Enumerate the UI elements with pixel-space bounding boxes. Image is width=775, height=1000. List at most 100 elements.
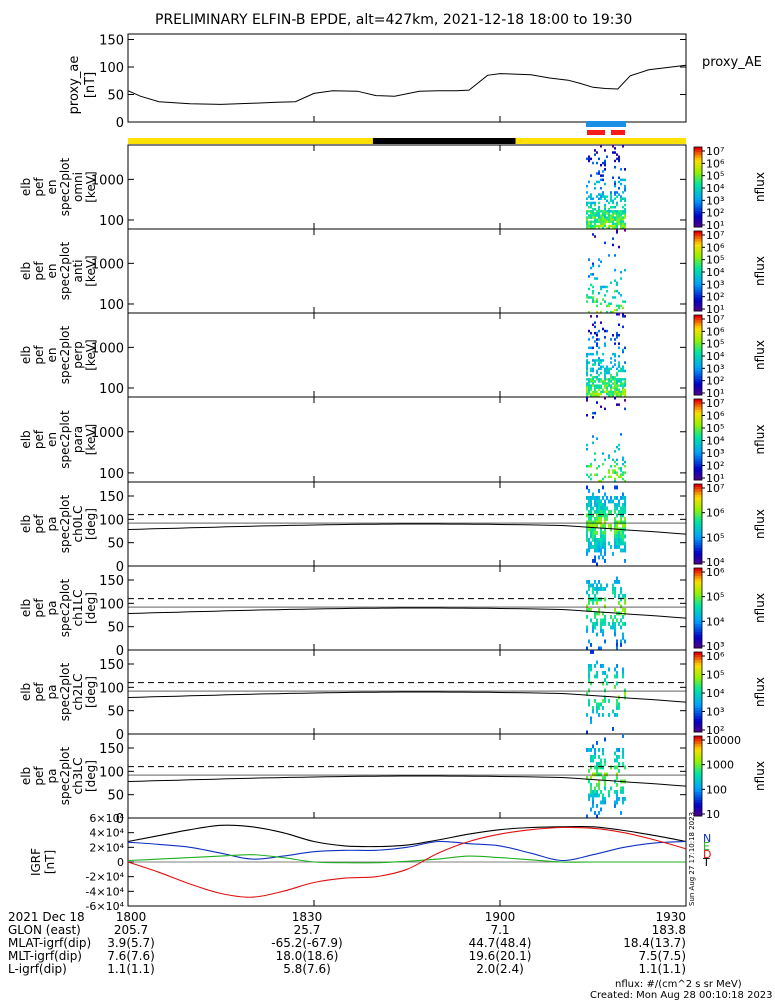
spec-pixel xyxy=(608,456,610,459)
spec-pixel xyxy=(604,597,606,602)
spec-pixel xyxy=(592,336,594,339)
spec-pixel xyxy=(614,758,616,763)
colorbar-segment xyxy=(694,155,702,159)
colorbar-segment xyxy=(694,271,702,275)
colorbar-segment xyxy=(694,221,702,225)
spec-pixel xyxy=(604,688,606,693)
colorbar-segment xyxy=(694,404,702,408)
spec-pixel xyxy=(612,382,614,385)
spec-pixel xyxy=(604,212,606,215)
spec-pixel xyxy=(592,208,594,211)
spec-pixel xyxy=(624,184,626,188)
spec-pixel xyxy=(598,292,600,295)
spec-pixel xyxy=(614,226,616,230)
spec-pixel xyxy=(588,608,590,612)
colorbar-segment xyxy=(694,754,702,758)
spec-pixel xyxy=(614,471,616,474)
spec-pixel xyxy=(616,384,618,387)
spec-pixel xyxy=(624,545,626,549)
spec-pixel xyxy=(618,346,620,350)
spec-pixel xyxy=(602,222,604,226)
spec-pixel xyxy=(594,517,596,521)
spec-pixel xyxy=(610,367,612,371)
spec-pixel xyxy=(592,376,594,379)
spec-pixel xyxy=(604,475,606,479)
spec-pixel xyxy=(586,388,588,392)
spec-pixel xyxy=(616,201,618,205)
spec-pixel xyxy=(622,218,624,221)
spec-pixel xyxy=(606,195,608,198)
colorbar-segment xyxy=(694,652,702,656)
colorbar-segment xyxy=(694,384,702,388)
colorbar-segment xyxy=(694,417,702,422)
spec-pixel xyxy=(624,382,626,385)
spec-pixel xyxy=(594,208,596,211)
spec-pixel xyxy=(590,273,592,276)
spec-pixel xyxy=(616,503,618,507)
spec-pixel xyxy=(614,376,616,379)
spec-pixel xyxy=(596,709,598,714)
spec-ytick-label: 1000 xyxy=(91,341,124,356)
spec-pixel xyxy=(622,365,624,368)
spec-pixel xyxy=(590,531,592,535)
colorbar-segment xyxy=(694,578,702,582)
spec-pixel xyxy=(616,506,618,511)
spec-pixel xyxy=(624,178,626,182)
spec-pixel xyxy=(598,180,600,184)
burst-bar xyxy=(611,130,625,135)
spec-pixel xyxy=(624,601,626,605)
spec-pixel xyxy=(588,224,590,228)
spec-pixel xyxy=(588,258,590,261)
spec-pixel xyxy=(602,477,604,481)
spec-pixel xyxy=(600,216,602,219)
spec-pixel xyxy=(602,510,604,514)
spec-pixel xyxy=(622,212,624,215)
spec-pixel xyxy=(588,601,590,605)
spec-pixel xyxy=(586,748,588,752)
spec-pixel xyxy=(592,224,594,228)
orbit-bar-sun xyxy=(128,138,373,144)
spec-pixel xyxy=(618,210,620,213)
spec-pixel xyxy=(614,506,616,511)
spec-pixel xyxy=(590,201,592,205)
spec-pixel xyxy=(594,531,596,535)
spec-pixel xyxy=(608,378,610,381)
colorbar-segment xyxy=(694,642,702,646)
spec-pixel xyxy=(614,159,616,163)
spec-pixel xyxy=(586,443,588,447)
colorbar-segment xyxy=(694,224,702,228)
spec-ytick-label: 50 xyxy=(107,537,124,552)
spec-pixel xyxy=(622,378,624,381)
spec-pixel xyxy=(614,534,616,539)
spec-pixel xyxy=(606,155,608,158)
spec-pixel xyxy=(624,517,626,521)
spec-pixel xyxy=(604,344,606,347)
spec-pixel xyxy=(604,241,606,245)
spec-pixel xyxy=(622,510,624,514)
spec-pixel xyxy=(590,776,592,780)
spec-pixel xyxy=(610,376,612,379)
colorbar-tick-label: 10000 xyxy=(706,734,741,747)
spec-pixel xyxy=(606,392,608,396)
spec-pixel xyxy=(592,384,594,387)
spec-pixel xyxy=(614,254,616,257)
spec-pixel xyxy=(616,513,618,518)
colorbar-segment xyxy=(694,670,702,674)
colorbar-tick-label: 10⁶ xyxy=(706,507,725,520)
spec-ytick-label: 100 xyxy=(99,765,124,780)
spec-pixel xyxy=(608,713,610,717)
spec-pixel xyxy=(608,369,610,373)
spec-pixel xyxy=(596,793,598,798)
spec-pixel xyxy=(600,222,602,226)
colorbar-frame xyxy=(693,651,703,733)
spec-pixel xyxy=(602,706,604,710)
spec-pixel xyxy=(586,216,588,219)
spec-pixel xyxy=(620,513,622,518)
spec-pixel xyxy=(596,352,598,356)
spec-pixel xyxy=(606,304,608,308)
spec-pixel xyxy=(616,772,618,777)
spec-pixel xyxy=(608,384,610,387)
spec-pixel xyxy=(624,346,626,350)
spec-pixel xyxy=(618,545,620,549)
